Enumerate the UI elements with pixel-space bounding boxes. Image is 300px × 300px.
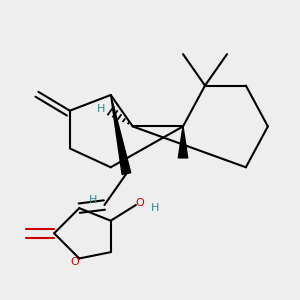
Text: H: H (151, 203, 159, 213)
Text: H: H (97, 104, 106, 114)
Text: O: O (135, 198, 144, 208)
Text: H: H (89, 195, 98, 205)
Polygon shape (178, 126, 188, 158)
Text: O: O (70, 256, 79, 267)
Polygon shape (111, 95, 131, 174)
